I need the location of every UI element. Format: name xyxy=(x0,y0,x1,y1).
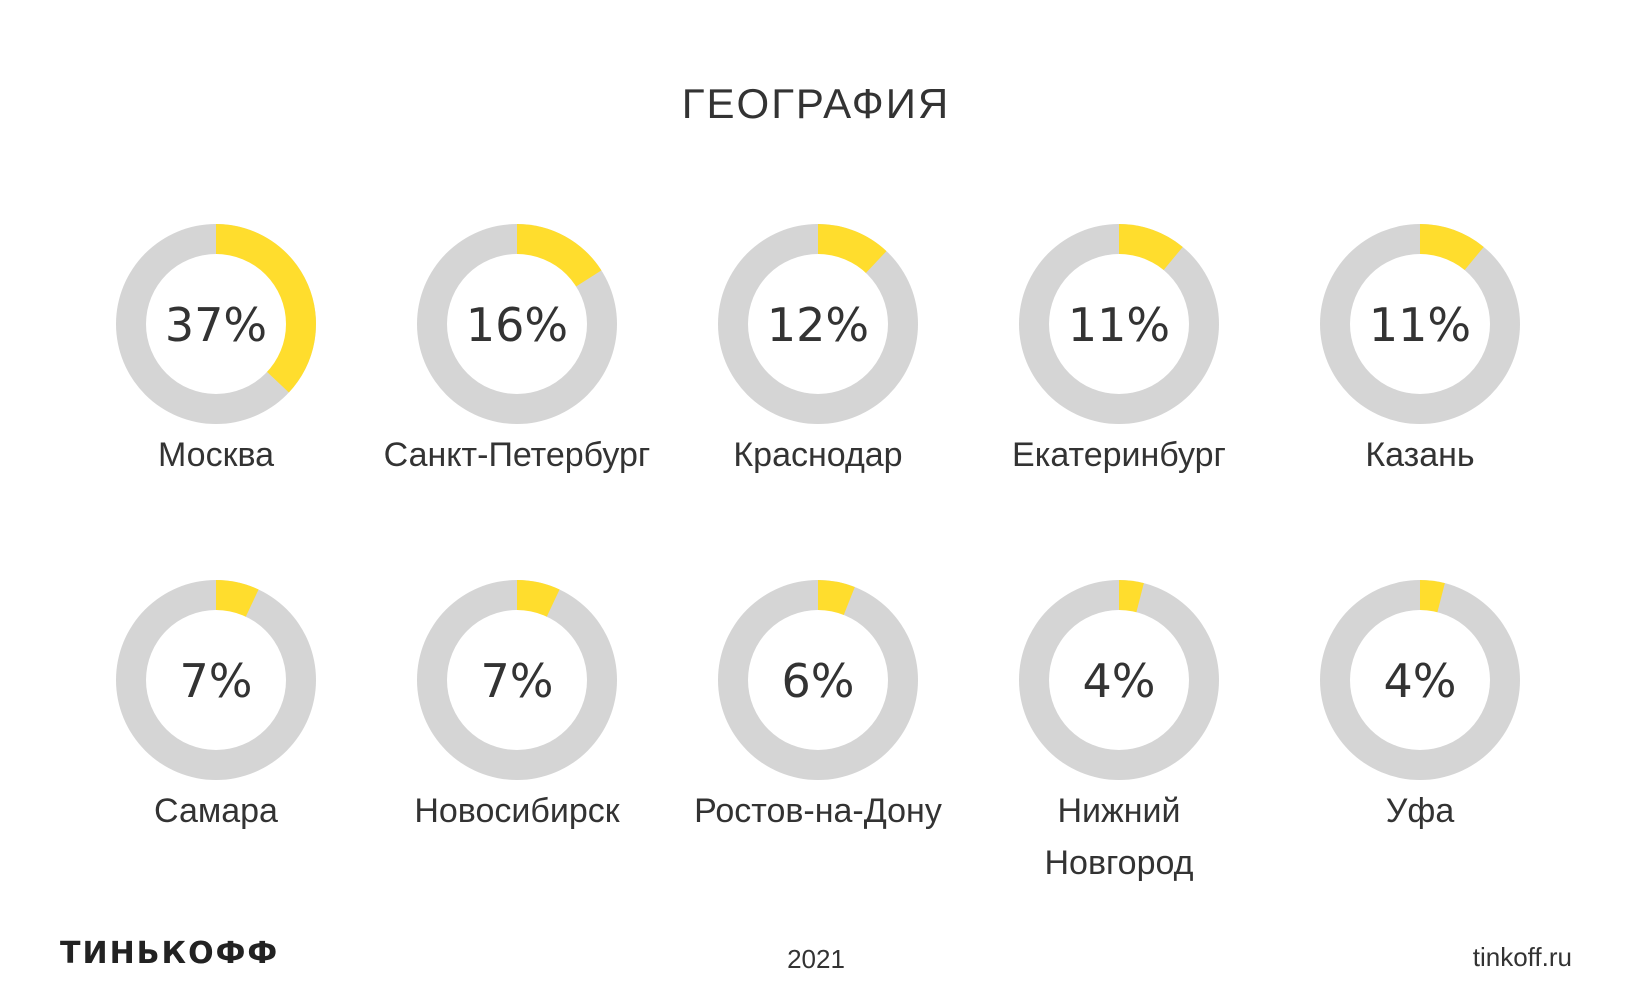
donut-category-label: Новгород xyxy=(1045,844,1194,882)
donut-item: 7% Самара xyxy=(116,580,316,830)
donut-hole xyxy=(1350,254,1490,394)
donut-category-label: Санкт-Петербург xyxy=(384,436,651,474)
donut-item: 7% Новосибирск xyxy=(414,580,621,830)
donut-hole xyxy=(447,254,587,394)
donut-item: 16% Санкт-Петербург xyxy=(384,224,651,474)
donut-category-label: Самара xyxy=(154,792,278,830)
donut-category-label: Казань xyxy=(1365,436,1474,474)
donut-hole xyxy=(748,254,888,394)
donut-item: 11% Казань xyxy=(1320,224,1520,474)
footer-site-link[interactable]: tinkoff.ru xyxy=(1472,942,1572,972)
footer-year: 2021 xyxy=(787,944,845,974)
donut-value-label: 7% xyxy=(481,654,554,708)
donut-hole xyxy=(748,610,888,750)
donut-item: 37% Москва xyxy=(116,224,316,474)
donut-value-label: 7% xyxy=(180,654,253,708)
donut-category-label: Новосибирск xyxy=(414,792,620,830)
donut-hole xyxy=(1049,610,1189,750)
donut-item: 11% Екатеринбург xyxy=(1012,224,1226,474)
donut-category-label: Екатеринбург xyxy=(1012,436,1226,474)
donut-item: 12% Краснодар xyxy=(718,224,918,474)
brand-logo: ТИНЬКОФФ xyxy=(60,936,280,971)
chart-title: ГЕОГРАФИЯ xyxy=(681,80,951,127)
donut-item: 4% Уфа xyxy=(1320,580,1520,830)
donut-value-label: 16% xyxy=(466,298,568,352)
donut-hole xyxy=(1350,610,1490,750)
donut-category-label: Краснодар xyxy=(733,436,902,474)
donut-category-label: Уфа xyxy=(1386,792,1455,830)
donut-value-label: 37% xyxy=(165,298,267,352)
donut-value-label: 11% xyxy=(1068,298,1170,352)
donut-category-label: Ростов-на-Дону xyxy=(694,792,942,830)
donut-chart-grid: 37%Москва16%Санкт-Петербург12%Краснодар1… xyxy=(116,224,1520,882)
donut-hole xyxy=(447,610,587,750)
donut-item: 4% Нижний Новгород xyxy=(1019,580,1219,882)
donut-value-label: 6% xyxy=(782,654,855,708)
donut-item: 6% Ростов-на-Дону xyxy=(694,580,942,830)
donut-category-label: Москва xyxy=(158,436,274,474)
donut-value-label: 11% xyxy=(1369,298,1471,352)
donut-value-label: 4% xyxy=(1083,654,1156,708)
donut-hole xyxy=(146,254,286,394)
donut-hole xyxy=(1049,254,1189,394)
donut-value-label: 4% xyxy=(1384,654,1457,708)
donut-category-label: Нижний xyxy=(1057,792,1180,830)
donut-value-label: 12% xyxy=(767,298,869,352)
donut-hole xyxy=(146,610,286,750)
